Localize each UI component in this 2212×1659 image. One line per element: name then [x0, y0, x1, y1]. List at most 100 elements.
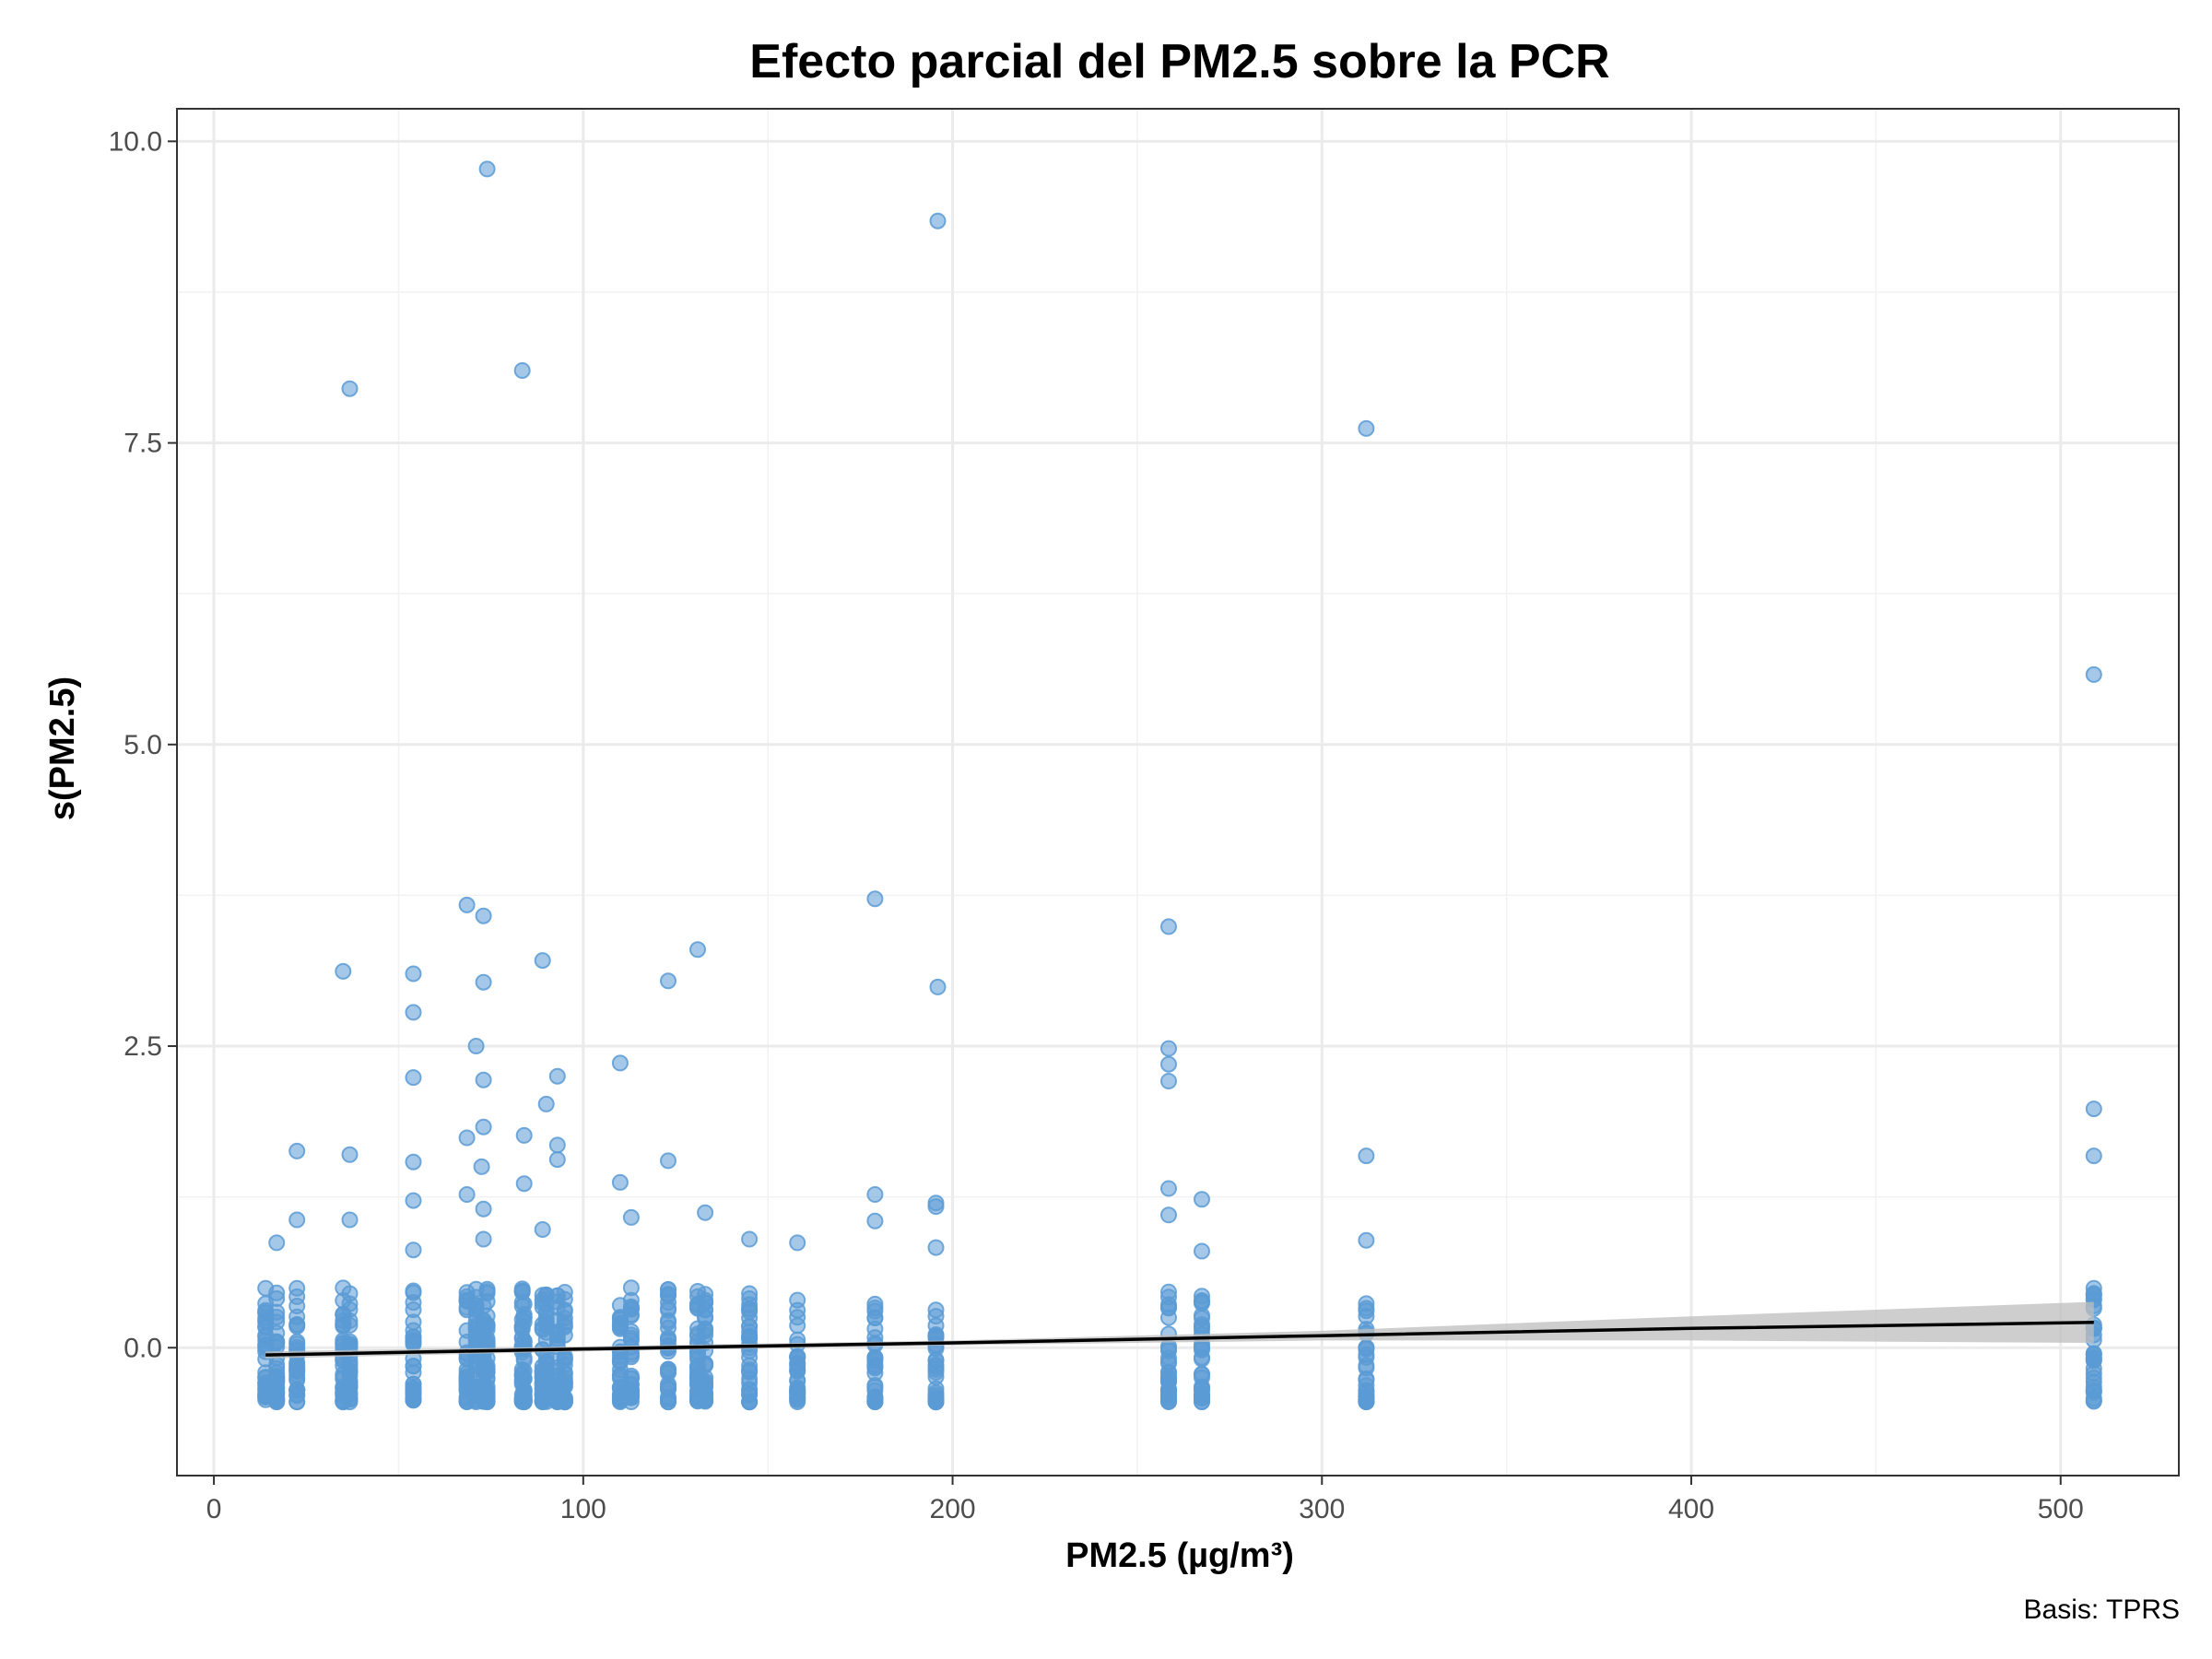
data-point: [288, 1142, 306, 1159]
data-point: [1194, 1389, 1210, 1406]
x-tick-label: 300: [1299, 1494, 1345, 1524]
y-tick-label: 10.0: [109, 126, 162, 157]
data-point: [405, 1069, 422, 1087]
data-point: [697, 1204, 714, 1221]
data-point: [929, 212, 947, 229]
data-point: [866, 1186, 884, 1203]
data-point: [2085, 1350, 2102, 1367]
data-point: [556, 1303, 573, 1320]
data-point: [405, 1390, 422, 1407]
data-point: [1194, 1293, 1210, 1311]
data-point: [268, 1368, 286, 1385]
data-point: [288, 1361, 306, 1379]
data-point: [929, 978, 947, 995]
data-point: [548, 1136, 566, 1154]
data-point: [1160, 918, 1177, 935]
data-point: [622, 1291, 640, 1309]
data-point: [341, 1300, 359, 1318]
x-axis-label: PM2.5 (µg/m³): [1065, 1536, 1294, 1575]
data-point: [1160, 1073, 1177, 1089]
data-point: [927, 1391, 945, 1408]
data-point: [622, 1208, 640, 1226]
data-point: [458, 1129, 476, 1147]
chart-caption: Basis: TPRS: [2024, 1594, 2181, 1625]
data-point: [689, 941, 706, 959]
data-point: [405, 1313, 422, 1331]
data-point: [268, 1290, 286, 1307]
data-point: [660, 1286, 677, 1303]
data-point: [866, 1359, 884, 1377]
data-point: [927, 1239, 945, 1256]
smooth-line: [265, 1321, 2094, 1357]
data-point: [622, 1383, 640, 1401]
y-tick-label: 5.0: [124, 730, 162, 760]
y-tick-label: 7.5: [124, 429, 162, 459]
data-point: [697, 1286, 714, 1303]
data-point: [741, 1324, 759, 1341]
data-point: [1358, 1300, 1375, 1317]
data-point: [405, 1004, 422, 1021]
data-point: [288, 1211, 306, 1229]
data-point: [1358, 419, 1375, 437]
x-tick-label: 100: [560, 1494, 606, 1524]
data-point: [405, 1153, 422, 1171]
data-point: [515, 1175, 533, 1193]
data-point: [1160, 1299, 1177, 1316]
data-point: [697, 1390, 714, 1407]
data-point: [341, 1316, 359, 1334]
data-point: [268, 1394, 286, 1411]
data-point: [268, 1234, 286, 1252]
data-point: [478, 1392, 496, 1409]
data-point: [341, 1333, 359, 1350]
data-point: [515, 1371, 533, 1387]
data-point: [341, 1372, 359, 1390]
data-point: [475, 1200, 492, 1218]
data-point: [1160, 1283, 1177, 1300]
data-point: [341, 1285, 359, 1302]
data-point: [341, 380, 359, 397]
data-point: [288, 1382, 306, 1399]
data-point: [1194, 1350, 1210, 1368]
data-point: [473, 1158, 490, 1175]
minor-gridlines: [177, 109, 2179, 1476]
data-point: [475, 1071, 492, 1088]
data-point: [1160, 1055, 1177, 1073]
data-point: [288, 1279, 306, 1297]
data-point: [866, 890, 884, 908]
data-point: [534, 1221, 551, 1238]
data-point: [341, 1394, 359, 1411]
data-point: [2085, 1147, 2102, 1165]
data-point: [556, 1349, 573, 1367]
data-point: [1194, 1191, 1210, 1208]
data-point: [2085, 1286, 2102, 1303]
data-point: [1358, 1393, 1375, 1410]
plot-panel: [177, 109, 2179, 1476]
data-point: [789, 1291, 806, 1309]
data-point: [475, 907, 492, 924]
data-point: [741, 1230, 759, 1248]
data-point: [789, 1389, 806, 1406]
data-point: [475, 1118, 492, 1135]
data-point: [1160, 1180, 1177, 1197]
data-point: [1358, 1231, 1375, 1249]
data-point: [548, 1067, 566, 1085]
data-point: [927, 1198, 945, 1216]
data-point: [2085, 1100, 2102, 1118]
data-point: [1194, 1316, 1210, 1334]
data-point: [405, 965, 422, 982]
data-point: [513, 362, 531, 379]
data-point: [1194, 1242, 1210, 1260]
data-point: [534, 952, 551, 970]
data-point: [478, 1330, 496, 1347]
data-point: [515, 1295, 533, 1312]
data-point: [1358, 1340, 1375, 1358]
data-point: [515, 1387, 533, 1405]
data-point: [556, 1370, 573, 1387]
x-tick-label: 500: [2038, 1494, 2084, 1524]
data-point: [556, 1284, 573, 1300]
data-point: [288, 1335, 306, 1353]
data-point: [288, 1298, 306, 1314]
plot-panel-border: [176, 108, 2180, 1477]
data-point: [341, 1146, 359, 1163]
x-axis-ticks: 0 100 200 300 400 500: [206, 1476, 2084, 1524]
